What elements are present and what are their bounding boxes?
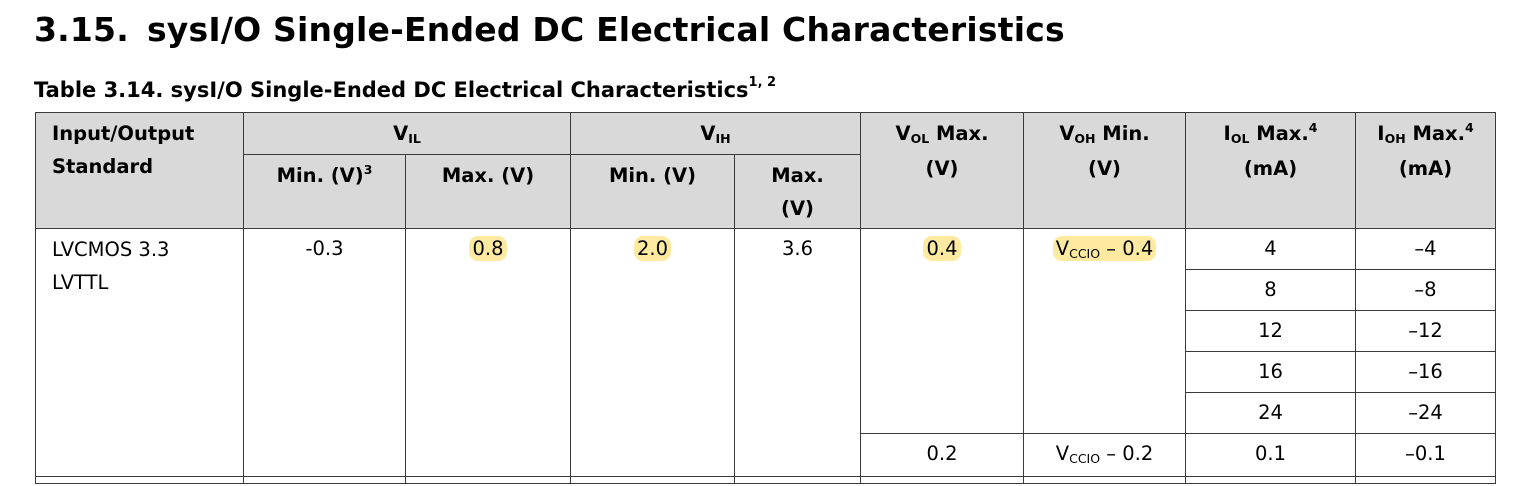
cell-cut — [405, 476, 571, 484]
section-heading: 3.15. sysI/O Single-Ended DC Electrical C… — [34, 10, 1065, 49]
header-vih-max-line1: Max. — [771, 164, 824, 187]
header-iol-unit: (mA) — [1243, 157, 1298, 180]
section-title-text: sysI/O Single-Ended DC Electrical Charac… — [146, 10, 1065, 49]
cell-iol: 4 — [1185, 228, 1356, 270]
caption-footnotes: 1, 2 — [748, 75, 777, 90]
header-iol-main: I — [1223, 122, 1231, 145]
header-standard: Input/Output Standard — [35, 112, 244, 229]
cell-cut — [35, 476, 244, 484]
cell-vol-b: 0.2 — [860, 433, 1024, 477]
header-voh: VOH Min. (V) — [1023, 112, 1186, 229]
header-ioh-rest: Max. — [1405, 122, 1465, 145]
cell-ioh: –8 — [1355, 269, 1496, 311]
section-number: 3.15. — [34, 10, 129, 49]
header-vil-max: Max. (V) — [405, 154, 571, 229]
header-ioh-main: I — [1377, 122, 1385, 145]
table-caption: Table 3.14. sysI/O Single-Ended DC Elect… — [34, 75, 777, 102]
cell-cut — [1185, 476, 1356, 484]
cell-vih-max: 3.6 — [734, 228, 861, 477]
cell-voh-a: VCCIO – 0.4 — [1023, 228, 1186, 434]
cell-voh-b: VCCIO – 0.2 — [1023, 433, 1186, 477]
cell-ioh: –4 — [1355, 228, 1496, 270]
header-ioh: IOH Max.4 (mA) — [1355, 112, 1496, 229]
cell-cut — [243, 476, 406, 484]
header-voh-rest: Min. — [1095, 122, 1150, 145]
table-row: 12 –12 — [36, 310, 1496, 352]
header-vil-min-text: Min. (V) — [276, 164, 364, 187]
vil-min-value: -0.3 — [305, 237, 344, 260]
cell-standard: LVCMOS 3.3 LVTTL — [35, 228, 244, 477]
cell-vil-min: -0.3 — [243, 228, 406, 477]
header-vih-min: Min. (V) — [570, 154, 735, 229]
cell-cut — [570, 476, 735, 484]
header-vih: VIH — [570, 112, 861, 155]
table-row: 8 –8 — [36, 269, 1496, 311]
cell-ioh: –12 — [1355, 310, 1496, 352]
header-voh-main: V — [1059, 122, 1075, 145]
header-vol-main: V — [895, 122, 911, 145]
header-vil-sub: IL — [408, 131, 421, 146]
header-vol-sub: OL — [910, 131, 930, 146]
header-standard-line1: Input/Output — [52, 122, 195, 145]
header-vil: VIL — [243, 112, 571, 155]
header-ioh-footnote: 4 — [1465, 120, 1474, 135]
vih-min-value: 2.0 — [633, 236, 671, 261]
cell-ioh: –16 — [1355, 351, 1496, 393]
voh-a-sub: CCIO — [1069, 246, 1101, 261]
header-iol: IOL Max.4 (mA) — [1185, 112, 1356, 229]
standard-lvttl: LVTTL — [52, 271, 109, 294]
header-vol: VOL Max. (V) — [860, 112, 1024, 229]
header-voh-unit: (V) — [1088, 157, 1121, 180]
table-row-next — [35, 476, 1496, 484]
header-iol-sub: OL — [1230, 131, 1250, 146]
table-caption-text: Table 3.14. sysI/O Single-Ended DC Elect… — [34, 78, 749, 102]
header-ioh-unit: (mA) — [1398, 157, 1453, 180]
table-row: 16 –16 — [36, 351, 1496, 393]
cell-iol: 16 — [1185, 351, 1356, 393]
voh-a-value: VCCIO – 0.4 — [1052, 236, 1157, 261]
vil-max-value: 0.8 — [469, 236, 507, 261]
cell-cut — [860, 476, 1024, 484]
vih-max-value: 3.6 — [781, 237, 813, 260]
voh-b-rest: – 0.2 — [1100, 442, 1154, 465]
header-standard-line2: Standard — [52, 155, 154, 178]
cell-cut — [734, 476, 861, 484]
header-vih-sub: IH — [715, 131, 731, 146]
cell-iol: 12 — [1185, 310, 1356, 352]
header-vih-max-line2: (V) — [781, 197, 814, 220]
header-vil-main: V — [393, 122, 409, 145]
header-vol-rest: Max. — [929, 122, 989, 145]
vol-a-value: 0.4 — [923, 236, 961, 261]
cell-vol-a: 0.4 — [860, 228, 1024, 434]
cell-vil-max: 0.8 — [405, 228, 571, 477]
cell-iol: 24 — [1185, 392, 1356, 434]
header-voh-sub: OH — [1074, 131, 1096, 146]
voh-a-rest: – 0.4 — [1100, 237, 1154, 260]
dc-characteristics-table: Input/Output Standard VIL VIH VOL Max. (… — [35, 112, 1496, 484]
header-vih-main: V — [700, 122, 716, 145]
cell-iol: 0.1 — [1185, 433, 1356, 477]
voh-a-main: V — [1055, 237, 1070, 260]
header-vih-max: Max. (V) — [734, 154, 861, 229]
cell-iol: 8 — [1185, 269, 1356, 311]
voh-b-sub: CCIO — [1069, 451, 1101, 466]
standard-lvcmos: LVCMOS 3.3 — [52, 238, 170, 261]
header-vol-unit: (V) — [925, 157, 959, 180]
cell-ioh: –24 — [1355, 392, 1496, 434]
header-vil-min: Min. (V)3 — [243, 154, 406, 229]
table-row: LVCMOS 3.3 LVTTL -0.3 0.8 2.0 3.6 0.4 VC… — [35, 228, 1496, 477]
cell-cut — [1023, 476, 1186, 484]
header-vil-min-footnote: 3 — [363, 162, 373, 177]
header-iol-rest: Max. — [1249, 122, 1309, 145]
voh-b-main: V — [1055, 442, 1070, 465]
cell-cut — [1355, 476, 1496, 484]
cell-ioh: –0.1 — [1355, 433, 1496, 477]
header-iol-footnote: 4 — [1308, 120, 1318, 135]
table-row: 24 –24 — [36, 392, 1496, 434]
cell-vih-min: 2.0 — [570, 228, 735, 477]
header-ioh-sub: OH — [1384, 131, 1406, 146]
